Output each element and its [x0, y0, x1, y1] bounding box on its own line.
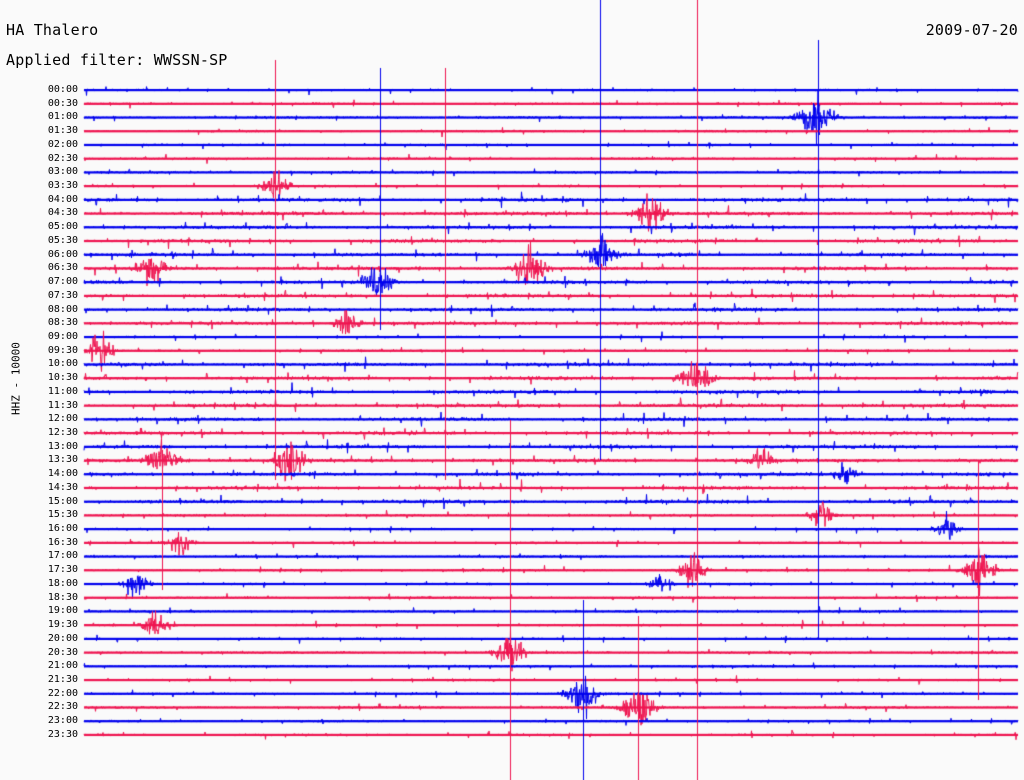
applied-filter-label: Applied filter: WWSSN-SP: [6, 51, 228, 69]
time-label: 22:00: [47, 687, 78, 699]
time-label: 20:00: [47, 632, 78, 644]
time-label: 13:30: [47, 454, 78, 466]
time-label: 02:30: [47, 152, 78, 164]
time-label: 22:30: [47, 701, 78, 713]
time-label: 23:30: [47, 728, 78, 740]
time-label: 06:00: [47, 248, 78, 260]
time-label: 03:00: [47, 166, 78, 178]
time-label: 12:30: [47, 427, 78, 438]
time-label: 06:30: [47, 262, 78, 274]
time-label: 19:00: [47, 605, 78, 617]
time-label: 14:30: [47, 481, 78, 493]
time-label: 08:00: [47, 303, 78, 315]
time-label: 23:00: [47, 715, 78, 727]
time-label: 14:00: [47, 468, 78, 480]
time-label: 08:30: [47, 317, 78, 329]
time-label: 18:30: [47, 591, 78, 603]
time-label: 03:30: [47, 180, 78, 192]
time-label: 04:30: [47, 207, 78, 219]
time-label: 07:30: [47, 289, 78, 301]
time-label: 20:30: [47, 646, 78, 658]
time-label: 10:00: [47, 358, 78, 370]
time-label: 04:00: [47, 193, 78, 205]
time-label: 18:00: [47, 577, 78, 589]
time-label: 05:30: [47, 234, 78, 246]
time-axis-labels: 00:00 00:30 01:00 01:30 02:00 02:30 03:00 03:30…: [0, 0, 84, 780]
time-label: 13:00: [47, 440, 78, 452]
time-label: 11:00: [47, 385, 78, 397]
time-label: 01:30: [47, 125, 78, 137]
time-label: 19:30: [47, 619, 78, 631]
time-label: 01:00: [47, 111, 78, 123]
time-label: 17:00: [47, 550, 78, 562]
time-label: 12:00: [47, 413, 78, 425]
time-label: 10:30: [47, 372, 78, 384]
time-label: 16:30: [47, 536, 78, 548]
time-label: 17:30: [47, 564, 78, 576]
time-label: 21:00: [47, 660, 78, 672]
time-label: 00:30: [47, 97, 78, 109]
time-label: 11:30: [47, 399, 78, 411]
time-label: 09:00: [47, 330, 78, 342]
time-label: 15:00: [47, 495, 78, 507]
time-label: 05:00: [47, 221, 78, 233]
time-label: 02:00: [47, 138, 78, 150]
time-label: 21:30: [47, 673, 78, 685]
time-label: 15:30: [47, 509, 78, 521]
time-label: 07:00: [47, 276, 78, 288]
time-label: 09:30: [47, 344, 78, 356]
time-label: 16:00: [47, 523, 78, 535]
station-name: HA Thalero: [6, 21, 99, 39]
date-label: 2009-07-20: [925, 21, 1018, 39]
time-label: 00:00: [47, 84, 78, 95]
